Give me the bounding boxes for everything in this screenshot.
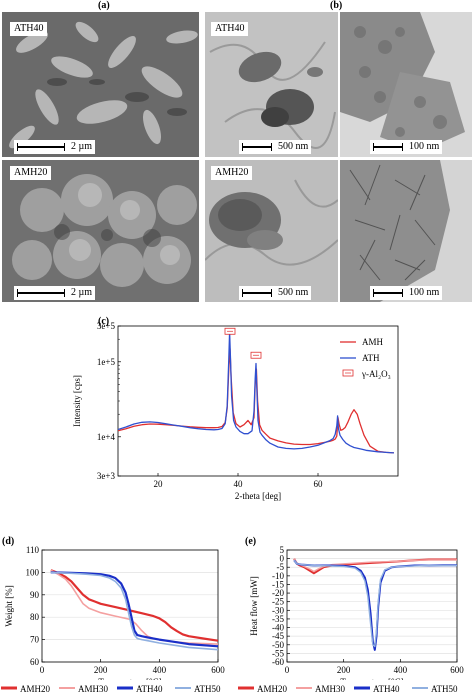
x-tick-label: 60	[314, 479, 324, 489]
legend-label-ath50: ATH50	[194, 684, 221, 694]
tem-image-amh20-overview: AMH20 500 nm	[205, 160, 338, 302]
series-ath40	[50, 571, 218, 648]
y-tick-label: 1e+5	[97, 357, 116, 367]
x-tick-label: 200	[337, 665, 351, 675]
panel-label: (e)	[245, 536, 256, 547]
sem-texture-ath40	[2, 12, 199, 157]
tem-scalebar-ath40-zoom: 100 nm	[370, 140, 443, 154]
x-tick-label: 0	[40, 665, 45, 675]
tem-image-amh20-zoom: 100 nm	[340, 160, 472, 302]
y-tick-label: 3e+5	[97, 321, 116, 331]
legend-label-amh20: AMH20	[20, 684, 51, 694]
y-tick-label: -25	[272, 597, 284, 607]
panel-label: (d)	[2, 536, 14, 547]
y-tick-label: 3e+3	[97, 471, 116, 481]
legend-label-gamma: γ-Al₂O₃	[361, 369, 391, 379]
y-tick-label: -35	[272, 614, 284, 624]
sem-texture-amh20	[2, 160, 199, 302]
sem-tag-ath40: ATH40	[10, 22, 48, 36]
y-tick-label: 1e+4	[97, 432, 116, 442]
plot-frame	[41, 549, 219, 663]
legend-label-amh30: AMH30	[315, 684, 346, 694]
y-axis-label: Intensity [cps]	[72, 375, 82, 427]
x-tick-label: 400	[153, 665, 167, 675]
legend-label-ath40: ATH40	[136, 684, 163, 694]
dsc-chart: (e)0 200 400 600-60-55-50-45-40-35-30-25-20…	[245, 536, 464, 680]
y-tick-label: 90	[30, 590, 40, 600]
panel-a-label: (a)	[98, 0, 110, 11]
legend-tga: AMH20 AMH30 ATH40 ATH50	[1, 684, 221, 694]
legend-label-amh20: AMH20	[257, 684, 288, 694]
y-tick-label: -20	[272, 588, 284, 598]
y-tick-label: -50	[272, 640, 284, 650]
legend-label-ath50: ATH50	[431, 684, 458, 694]
tem-scalebar-ath40-overview: 500 nm	[239, 140, 312, 154]
x-tick-label: 400	[394, 665, 408, 675]
x-axis-label: Temperature [°C]	[340, 677, 403, 680]
series-amh30	[293, 558, 457, 573]
y-tick-label: -30	[272, 605, 284, 615]
x-tick-label: 600	[450, 665, 464, 675]
sem-tag-amh20: AMH20	[10, 166, 52, 180]
sem-image-amh20: AMH20 2 µm	[2, 160, 199, 302]
y-tick-label: -15	[272, 579, 284, 589]
y-axis-label: Heat flow [mW]	[249, 576, 259, 635]
y-tick-label: 110	[26, 545, 40, 555]
tem-texture-ath40-overview	[205, 12, 338, 157]
plot-frame	[286, 549, 458, 663]
tem-texture-ath40-zoom	[340, 12, 472, 157]
series-ath50	[50, 571, 218, 651]
tem-image-ath40-zoom: 100 nm	[340, 12, 472, 157]
legend-label-ath40: ATH40	[373, 684, 400, 694]
y-tick-label: 60	[30, 657, 40, 667]
y-tick-label: -5	[277, 562, 285, 572]
y-tick-label: 100	[26, 567, 40, 577]
x-tick-label: 40	[234, 479, 244, 489]
x-tick-label: 0	[285, 665, 290, 675]
sem-scalebar-amh20: 2 µm	[14, 286, 96, 300]
legend-label-ath: ATH	[362, 353, 380, 363]
y-tick-label: 70	[30, 635, 40, 645]
sem-scalebar-ath40: 2 µm	[14, 140, 96, 154]
y-tick-label: -10	[272, 571, 284, 581]
y-tick-label: 5	[280, 545, 285, 555]
tem-scalebar-amh20-overview: 500 nm	[239, 286, 312, 300]
y-axis-label: Weight [%]	[4, 585, 14, 627]
y-tick-label: 0	[280, 554, 285, 564]
panel-label: (c)	[98, 316, 109, 327]
tem-tag-ath40: ATH40	[211, 22, 249, 36]
x-tick-label: 600	[211, 665, 225, 675]
tem-scalebar-amh20-zoom: 100 nm	[370, 286, 443, 300]
tem-image-ath40-overview: ATH40 500 nm	[205, 12, 338, 157]
y-tick-label: -40	[272, 623, 284, 633]
y-tick-label: -60	[272, 657, 284, 667]
y-tick-label: -55	[272, 648, 284, 658]
x-axis-label: Temperature [°C]	[98, 677, 161, 680]
panel-b-label: (b)	[330, 0, 343, 11]
series-amh	[118, 347, 395, 454]
sem-image-ath40: ATH40 2 µm	[2, 12, 199, 157]
x-tick-label: 20	[154, 479, 164, 489]
series-ath	[118, 331, 395, 454]
x-tick-label: 200	[94, 665, 108, 675]
tem-texture-amh20-overview	[205, 160, 338, 302]
y-tick-label: -45	[272, 631, 284, 641]
legend-label-amh: AMH	[362, 337, 384, 347]
tem-tag-amh20: AMH20	[211, 166, 253, 180]
series-ath50	[293, 559, 457, 648]
legend-dsc: AMH20 AMH30 ATH40 ATH50	[238, 684, 458, 694]
x-axis-label: 2-theta [deg]	[235, 491, 281, 501]
xrd-chart: (c) 20 40 60 3e+3 1e+4 1e+5 3e+5 2-theta [deg] In…	[72, 316, 399, 501]
y-tick-label: 80	[30, 612, 40, 622]
legend-label-amh30: AMH30	[78, 684, 109, 694]
tga-chart: (d) 0 200 400 600 60 70 80 90 100 110 Temperature […	[2, 536, 225, 680]
tem-texture-amh20-zoom	[340, 160, 472, 302]
